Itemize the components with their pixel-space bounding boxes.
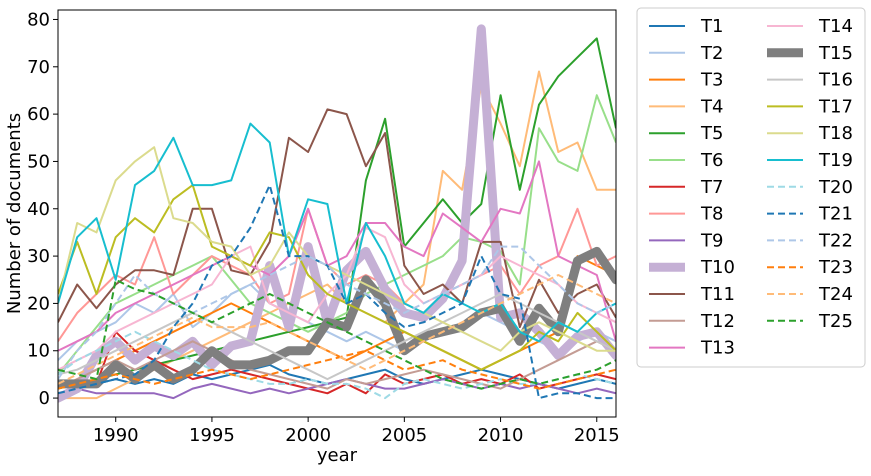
y-tick-label: 50: [27, 151, 50, 172]
legend-label: T21: [818, 204, 853, 225]
legend-label: T23: [818, 257, 853, 278]
series-line-t9: [58, 378, 616, 400]
series-line-t18: [58, 146, 616, 352]
legend-item-t22: T22: [767, 230, 853, 251]
legend-label: T24: [818, 284, 853, 305]
legend-item-t21: T21: [767, 204, 853, 225]
series-line-t22: [58, 245, 616, 380]
x-tick-label: 1990: [93, 425, 139, 446]
legend-label: T14: [818, 16, 853, 37]
y-tick-label: 0: [39, 388, 50, 409]
legend-label: T5: [700, 123, 723, 144]
legend-label: T18: [818, 123, 853, 144]
legend-item-t20: T20: [767, 177, 853, 198]
x-tick-label: 2010: [478, 425, 524, 446]
x-tick-label: 2015: [574, 425, 620, 446]
y-tick-label: 80: [27, 9, 50, 30]
legend-item-t23: T23: [767, 257, 853, 278]
legend-label: T22: [818, 230, 853, 251]
legend-label: T25: [818, 311, 853, 332]
legend-item-t25: T25: [767, 311, 853, 332]
legend-label: T12: [700, 311, 735, 332]
legend-item-t12: T12: [649, 311, 735, 332]
plot-frame: [57, 9, 617, 418]
x-tick-label: 1995: [189, 425, 235, 446]
x-tick-label: 2005: [381, 425, 427, 446]
legend-item-t2: T2: [649, 43, 723, 64]
legend-item-t4: T4: [649, 96, 723, 117]
legend-item-t7: T7: [649, 177, 723, 198]
legend-label: T4: [700, 96, 723, 117]
y-tick-label: 60: [27, 104, 50, 125]
legend-item-t9: T9: [649, 230, 723, 251]
x-tick-label: 2000: [285, 425, 331, 446]
series-line-t6: [58, 94, 616, 376]
series-line-t15: [58, 246, 616, 389]
legend-item-t17: T17: [767, 96, 853, 117]
legend-label: T8: [700, 204, 723, 225]
legend-label: T7: [700, 177, 723, 198]
series-line-t16: [58, 293, 616, 381]
legend: T1 T2 T3 T4 T5 T6 T7 T8 T9 T10 T11 T12 T13 T14 T15 T16 T…: [636, 7, 866, 368]
legend-item-t6: T6: [649, 150, 723, 171]
legend-box: [636, 7, 866, 368]
series-lines: [58, 24, 616, 403]
legend-label: T2: [700, 43, 723, 64]
y-axis-title: Number of documents: [4, 113, 25, 314]
legend-item-t10: T10: [649, 257, 735, 278]
y-tick-label: 30: [27, 246, 50, 267]
legend-label: T10: [700, 257, 735, 278]
legend-label: T19: [818, 150, 853, 171]
legend-item-t1: T1: [649, 16, 723, 37]
series-line-t24: [58, 274, 616, 385]
legend-label: T20: [818, 177, 853, 198]
y-tick-label: 70: [27, 57, 50, 78]
series-line-t19: [58, 122, 616, 343]
legend-item-t15: T15: [767, 43, 853, 64]
legend-item-t13: T13: [649, 338, 735, 359]
series-line-t23: [58, 349, 616, 390]
x-axis-title: year: [317, 445, 358, 466]
legend-item-t14: T14: [767, 16, 853, 37]
legend-item-t18: T18: [767, 123, 853, 144]
series-line-t13: [58, 160, 616, 352]
series-line-t20: [58, 330, 616, 400]
legend-label: T16: [818, 70, 853, 91]
legend-item-t16: T16: [767, 70, 853, 91]
legend-label: T15: [818, 43, 853, 64]
series-line-t21: [58, 184, 616, 400]
series-line-t17: [58, 184, 616, 371]
legend-item-t8: T8: [649, 204, 723, 225]
y-tick-label: 20: [27, 293, 50, 314]
legend-label: T13: [700, 338, 735, 359]
series-line-t25: [58, 278, 616, 390]
y-tick-label: 10: [27, 341, 50, 362]
legend-label: T17: [818, 96, 853, 117]
legend-item-t11: T11: [649, 284, 735, 305]
series-line-t4: [58, 70, 616, 400]
legend-label: T9: [700, 230, 723, 251]
legend-item-t24: T24: [767, 284, 853, 305]
legend-label: T1: [700, 16, 723, 37]
y-tick-label: 40: [27, 199, 50, 220]
legend-label: T6: [700, 150, 723, 171]
legend-item-t5: T5: [649, 123, 723, 144]
legend-label: T3: [700, 70, 723, 91]
legend-item-t19: T19: [767, 150, 853, 171]
legend-label: T11: [700, 284, 735, 305]
legend-item-t3: T3: [649, 70, 723, 91]
